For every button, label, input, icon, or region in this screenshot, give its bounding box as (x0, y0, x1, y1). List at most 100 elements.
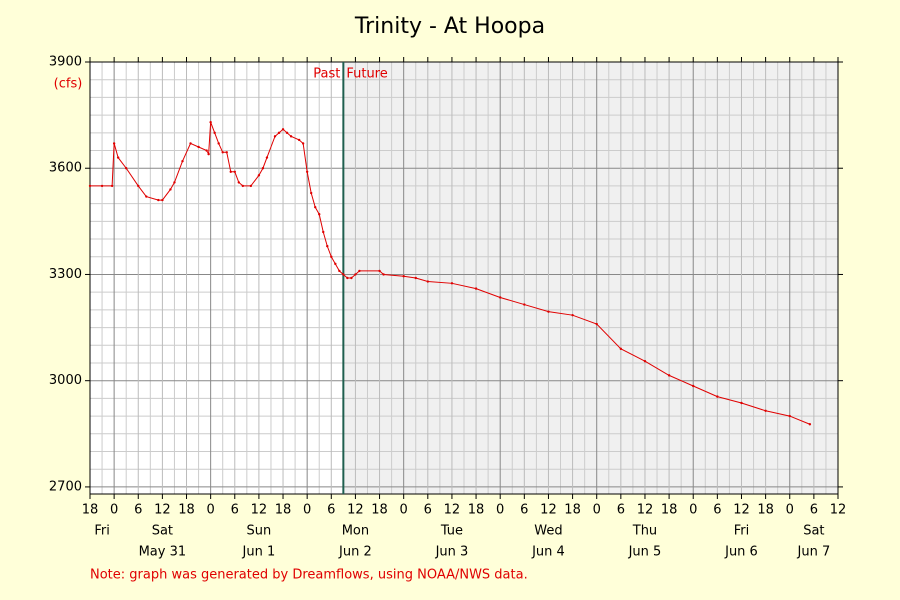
x-tick-label: 6 (231, 503, 239, 518)
flow-point (205, 149, 208, 152)
flow-point (237, 181, 240, 184)
flow-point (265, 156, 269, 159)
x-tick-label: 12 (637, 503, 654, 518)
y-tick-label: 3600 (49, 161, 82, 176)
chart-title: Trinity - At Hoopa (354, 14, 545, 39)
x-tick-label: 12 (347, 503, 364, 518)
flow-point (233, 170, 236, 173)
flow-point (571, 313, 574, 317)
y-axis-label: (cfs) (54, 77, 83, 92)
flow-point (181, 159, 184, 163)
day-label: Thu (632, 524, 657, 539)
flow-line (90, 122, 811, 425)
plot-border (89, 61, 839, 495)
x-tick-label: 0 (110, 503, 118, 518)
plot-future (343, 62, 838, 494)
date-label: Jun 7 (797, 545, 831, 560)
x-tick-label: 12 (540, 503, 557, 518)
flow-point (145, 195, 148, 198)
x-tick-label: 0 (400, 503, 408, 518)
x-tick-label: 12 (154, 503, 171, 518)
x-tick-label: 6 (617, 503, 625, 518)
flow-point (342, 273, 345, 276)
flow-point (716, 395, 719, 398)
day-label: Sun (247, 524, 272, 539)
flow-point (221, 151, 224, 154)
x-tick-label: 0 (593, 503, 601, 518)
flow-point (273, 135, 277, 138)
flow-point (498, 296, 502, 299)
flow-point (225, 151, 228, 154)
flow-point (112, 142, 116, 145)
plot-past (90, 62, 344, 494)
x-tick-label: 12 (251, 503, 268, 518)
flow-point (354, 273, 357, 276)
day-label: Sat (152, 524, 173, 539)
flow-point (808, 423, 812, 426)
flow-point (261, 167, 265, 170)
flow-point (207, 152, 210, 156)
x-tick-label: 18 (178, 503, 195, 518)
flow-point (619, 347, 623, 351)
future-label: Future (346, 67, 387, 82)
flow-point (277, 131, 281, 135)
flow-point (305, 170, 309, 173)
flow-point (523, 303, 526, 306)
flow-point (209, 120, 212, 124)
date-label: Jun 2 (338, 545, 372, 560)
flow-point (450, 282, 454, 285)
flow-point (350, 276, 353, 280)
x-tick-label: 6 (520, 503, 528, 518)
x-tick-label: 0 (496, 503, 504, 518)
flow-point (289, 135, 293, 138)
x-tick-label: 0 (689, 503, 697, 518)
flow-point (110, 184, 114, 188)
flow-point (643, 360, 647, 363)
flow-point (229, 170, 232, 173)
flow-point (301, 142, 305, 145)
date-label: Jun 5 (628, 545, 662, 560)
flow-point (217, 142, 220, 145)
flow-point (414, 276, 417, 280)
flow-point (297, 138, 301, 142)
flow-point (124, 167, 128, 170)
date-label: Jun 6 (724, 545, 758, 560)
flow-point (197, 145, 200, 149)
flow-point (257, 174, 261, 177)
x-tick-label: 18 (564, 503, 581, 518)
flow-point (322, 230, 325, 234)
flow-point (346, 276, 349, 280)
flow-point (788, 414, 791, 418)
flow-point (326, 244, 329, 248)
y-tick-label: 3900 (49, 55, 82, 70)
x-tick-label: 0 (207, 503, 215, 518)
flow-point (378, 269, 381, 273)
x-tick-label: 12 (733, 503, 750, 518)
x-tick-label: 6 (134, 503, 142, 518)
flow-point (595, 322, 598, 326)
flow-point (474, 287, 478, 290)
x-tick-label: 6 (327, 503, 335, 518)
day-label: Mon (342, 524, 369, 539)
date-label: Jun 3 (435, 545, 469, 560)
flow-point (330, 255, 333, 258)
x-tick-label: 18 (757, 503, 774, 518)
x-tick-label: 18 (82, 503, 99, 518)
x-tick-label: 18 (468, 503, 485, 518)
flow-point (173, 181, 176, 184)
flow-point (241, 184, 245, 188)
flow-point (692, 384, 695, 388)
flow-point (285, 131, 289, 135)
y-tick-label: 3300 (49, 267, 82, 282)
flow-point (100, 184, 104, 188)
flow-point (88, 184, 92, 188)
flow-point (309, 191, 313, 195)
flow-point (426, 280, 430, 283)
date-label: May 31 (139, 545, 187, 560)
flow-point (281, 128, 285, 131)
x-tick-label: 18 (371, 503, 388, 518)
flow-point (249, 184, 253, 188)
flow-point (764, 409, 767, 412)
date-label: Jun 1 (242, 545, 276, 560)
